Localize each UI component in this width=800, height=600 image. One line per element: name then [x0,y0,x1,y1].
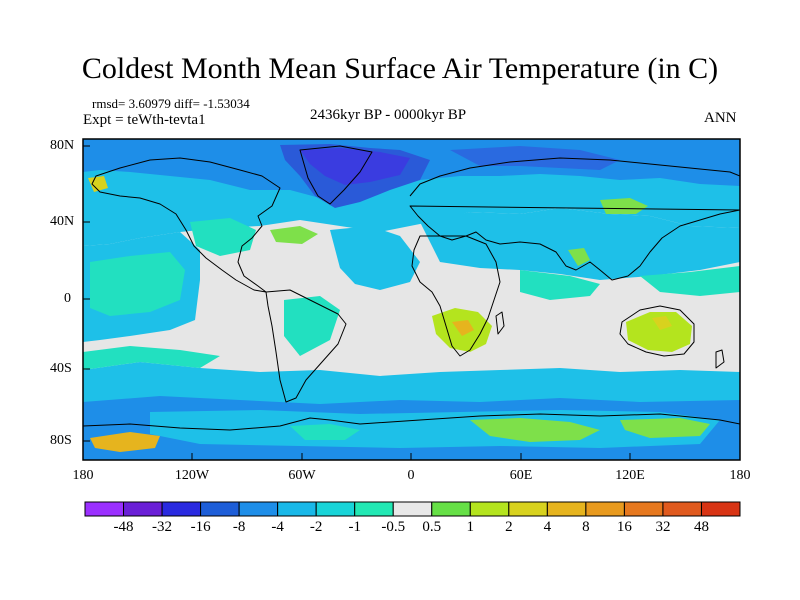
statistics-text: rmsd= 3.60979 diff= -1.53034 [92,96,250,111]
south-america-teal [284,296,340,356]
colorbar-label: 16 [616,519,632,535]
pacific-teal-patch [90,252,185,316]
lon-label-180w: 180 [72,468,94,483]
colorbar-label: 1 [466,519,475,535]
season-label: ANN [704,110,737,126]
colorbar-swatch [315,501,356,517]
lon-label-60e: 60E [509,468,533,483]
lon-label-180e: 180 [729,468,751,483]
colorbar-label: 0.5 [422,519,442,535]
coastlines [83,145,740,431]
lat-label-40n: 40N [50,214,75,229]
colorbar-label: 4 [543,519,552,535]
colorbar-label: -4 [271,519,284,535]
india-green-patch [568,248,590,266]
lat-label-80n: 80N [50,138,75,153]
alaska-warm-patch [88,176,108,192]
lon-label-120e: 120E [615,468,645,483]
colorbar [84,501,741,517]
coastline-new-zealand [715,349,725,369]
plot-title: Coldest Month Mean Surface Air Temperatu… [81,52,719,85]
lon-label-60w: 60W [288,468,316,483]
coastline-antarctica [83,413,740,431]
antarctic-warm-patch [90,432,160,452]
colorbar-swatch [277,501,317,517]
coastline-eurasia [409,157,740,281]
colorbar-swatch [200,501,240,517]
temperature-field [83,139,740,460]
colorbar-swatch [392,501,433,517]
colorbar-swatch [161,501,202,517]
colorbar-swatch [623,501,664,517]
lat-label-80s: 80S [50,433,72,448]
antarctic-green-patch [470,418,600,442]
experiment-label: Expt = teWth-tevta1 [83,112,206,128]
coastline-madagascar [495,311,505,335]
atlantic-cold-tongue [330,226,420,290]
coastline-africa [411,235,501,357]
africa-orange-patch [452,320,474,336]
colorbar-label: -48 [113,519,134,535]
colorbar-label: 2 [505,519,513,535]
colorbar-label: -16 [190,519,211,535]
north-america-teal [190,218,256,256]
australia-yellow-patch [652,316,672,330]
coastline-north-america [91,157,281,293]
colorbar-swatch [84,501,125,517]
lon-label-0: 0 [407,468,415,483]
colorbar-label: 8 [582,519,590,535]
colorbar-swatch [508,501,548,517]
coastline-south-america [265,289,347,403]
colorbar-swatch [700,501,741,517]
colorbar-label: -2 [309,519,323,535]
atlantic-green-patch [270,226,318,244]
colorbar-label: -8 [232,519,246,535]
lat-label-0: 0 [64,291,71,306]
colorbar-label: 32 [655,519,671,535]
colorbar-label: -32 [152,519,173,535]
asia-green-patch [600,198,648,214]
southern-ocean-teal [83,346,220,370]
colorbar-swatch [662,501,702,517]
indian-ocean-teal [520,270,600,300]
antarctic-teal-patch [290,424,360,440]
time-period-label: 2436kyr BP - 0000kyr BP [310,107,467,123]
colorbar-swatch [354,501,394,517]
colorbar-swatch [238,501,279,517]
colorbar-label: -0.5 [381,519,406,535]
colorbar-swatch [431,501,471,517]
eurasia-band [420,208,740,280]
australia-warm-patch [626,312,692,352]
colorbar-swatch [585,501,625,517]
axis-ticks [82,145,741,460]
west-pacific-teal [640,266,740,296]
colorbar-swatch [546,501,587,517]
lat-label-40s: 40S [50,361,72,376]
colorbar-swatch [469,501,510,517]
colorbar-swatch [123,501,163,517]
coastline-greenland [299,145,373,205]
siberia-cold-area [450,146,620,170]
colorbar-label: 48 [693,519,709,535]
antarctic-green-patch-2 [620,418,710,438]
coastline-australia [619,305,695,357]
arctic-coldest-area [300,148,410,185]
lon-label-120w: 120W [174,468,210,483]
colorbar-label: -1 [348,519,361,535]
